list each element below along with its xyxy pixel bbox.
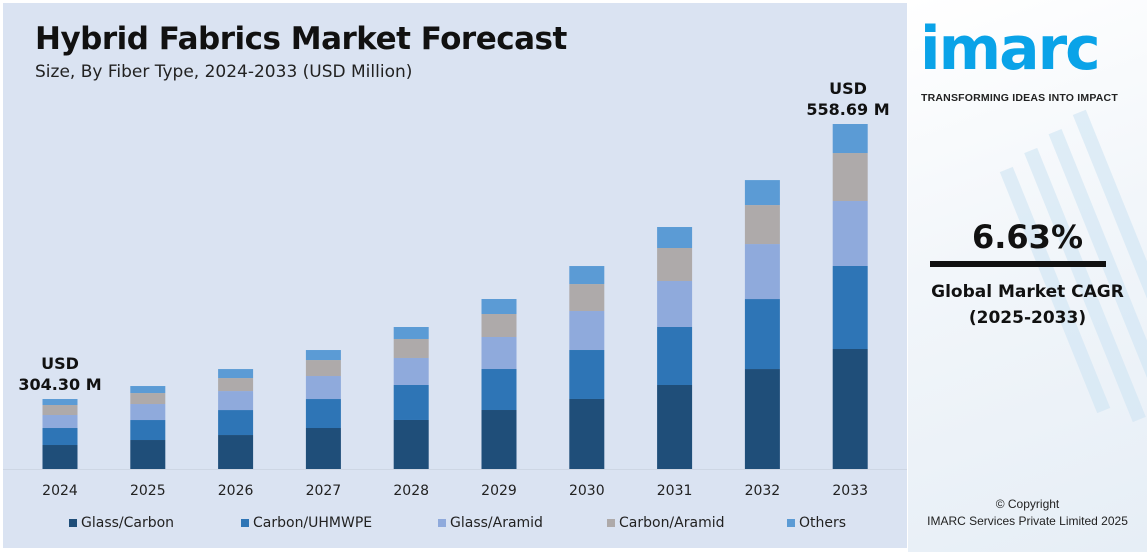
legend-label: Carbon/Aramid (619, 515, 725, 531)
x-tick-label: 2028 (393, 483, 429, 499)
x-tick-label: 2033 (832, 483, 868, 499)
bar-segment-carbon-uhmwpe-2024 (42, 428, 78, 446)
bar-segment-others-2025 (130, 386, 166, 394)
bar-segment-glass-aramid-2032 (744, 244, 780, 300)
bar-segment-others-2031 (657, 227, 693, 248)
bar-segment-carbon-aramid-2031 (657, 247, 693, 281)
bar-segment-others-2033 (832, 124, 868, 154)
sidebar-panel: imarc TRANSFORMING IDEAS INTO IMPACT 6.6… (908, 0, 1147, 552)
bar-segment-carbon-uhmwpe-2026 (218, 410, 254, 436)
divider (930, 261, 1106, 267)
bar-segment-glass-aramid-2031 (657, 280, 693, 327)
legend-item: Glass/Carbon (69, 515, 174, 531)
imarc-logo: imarc (920, 14, 1101, 84)
bar-segment-glass-carbon-2030 (569, 398, 605, 469)
bar-segment-carbon-uhmwpe-2031 (657, 326, 693, 385)
bar-segment-carbon-aramid-2029 (481, 314, 517, 338)
end-value-amount: 558.69 M (806, 100, 890, 119)
bar-segment-carbon-aramid-2033 (832, 153, 868, 202)
x-tick-label: 2032 (745, 483, 781, 499)
bar-segment-carbon-uhmwpe-2027 (305, 399, 341, 429)
bar-segment-carbon-aramid-2026 (218, 378, 254, 392)
x-tick-label: 2030 (569, 483, 605, 499)
bar-segment-glass-carbon-2028 (393, 419, 429, 469)
bar-segment-others-2027 (305, 350, 341, 361)
legend-item: Glass/Aramid (438, 515, 543, 531)
bar-segment-carbon-aramid-2027 (305, 360, 341, 377)
bar-segment-glass-aramid-2030 (569, 311, 605, 351)
stacked-bar-chart: 2024 2025 2026 2027 2028 2029 2030 2031 2032 2033 (3, 124, 907, 499)
copyright-line: © Copyright (995, 497, 1060, 511)
x-tick-label: 2031 (657, 483, 693, 499)
bar-segment-carbon-aramid-2024 (42, 405, 78, 416)
chart-subtitle: Size, By Fiber Type, 2024-2033 (USD Mill… (35, 62, 413, 82)
bar-segment-glass-carbon-2025 (130, 440, 166, 469)
legend-swatch (69, 519, 77, 527)
legend-swatch (438, 519, 446, 527)
bar-segment-carbon-aramid-2025 (130, 393, 166, 405)
legend-swatch (241, 519, 249, 527)
bar-segment-glass-aramid-2029 (481, 337, 517, 370)
bar-segment-carbon-uhmwpe-2030 (569, 350, 605, 399)
bar-segment-carbon-uhmwpe-2029 (481, 369, 517, 411)
cagr-value: 6.63% (971, 218, 1083, 256)
bar-segment-carbon-uhmwpe-2033 (832, 265, 868, 349)
copyright-owner: IMARC Services Private Limited 2025 (927, 514, 1128, 528)
legend-label: Glass/Carbon (81, 515, 175, 531)
end-value-currency: USD (829, 79, 867, 98)
end-value-annotation: USD 558.69 M (803, 78, 893, 120)
start-value-amount: 304.30 M (18, 375, 102, 394)
bar-segment-glass-carbon-2031 (657, 384, 693, 469)
copyright: © Copyright IMARC Services Private Limit… (908, 496, 1147, 530)
chart-title: Hybrid Fabrics Market Forecast (35, 21, 567, 57)
legend-item: Carbon/UHMWPE (241, 515, 372, 531)
bar-segment-others-2024 (42, 399, 78, 406)
bar-segment-glass-carbon-2032 (744, 369, 780, 469)
bar-segment-carbon-uhmwpe-2032 (744, 299, 780, 370)
cagr-label-period: (2025-2033) (968, 308, 1087, 328)
logo-tagline: TRANSFORMING IDEAS INTO IMPACT (921, 92, 1118, 104)
chart-panel: Hybrid Fabrics Market Forecast Size, By … (3, 3, 907, 548)
bar-segment-carbon-uhmwpe-2025 (130, 420, 166, 441)
legend-label: Carbon/UHMWPE (253, 515, 373, 531)
bar-segment-glass-carbon-2024 (42, 445, 78, 469)
bar-segment-glass-aramid-2027 (305, 376, 341, 400)
legend-swatch (607, 519, 615, 527)
cagr-label: Global Market CAGR (2025-2033) (908, 279, 1147, 331)
start-value-annotation: USD 304.30 M (15, 353, 105, 395)
legend: Glass/Carbon Carbon/UHMWPE Glass/Aramid Car… (3, 515, 907, 535)
bar-segment-glass-carbon-2027 (305, 428, 341, 469)
x-tick-label: 2025 (130, 483, 166, 499)
start-value-currency: USD (41, 354, 79, 373)
bar-segment-carbon-aramid-2028 (393, 338, 429, 358)
x-tick-label: 2027 (306, 483, 342, 499)
legend-label: Glass/Aramid (450, 515, 543, 531)
legend-swatch (787, 519, 795, 527)
bar-segment-glass-aramid-2028 (393, 357, 429, 385)
bar-segment-others-2026 (218, 369, 254, 379)
legend-item: Carbon/Aramid (607, 515, 724, 531)
legend-item: Others (787, 515, 846, 531)
bar-segment-carbon-aramid-2030 (569, 284, 605, 312)
bar-segment-carbon-aramid-2032 (744, 205, 780, 245)
bar-segment-glass-carbon-2029 (481, 410, 517, 469)
bar-segment-others-2032 (744, 180, 780, 206)
bar-segment-others-2028 (393, 327, 429, 339)
bar-segment-glass-aramid-2026 (218, 391, 254, 411)
bar-segment-carbon-uhmwpe-2028 (393, 384, 429, 420)
legend-label: Others (799, 515, 847, 531)
bar-segment-glass-aramid-2025 (130, 404, 166, 421)
x-tick-label: 2029 (481, 483, 517, 499)
bar-segment-glass-carbon-2026 (218, 435, 254, 469)
x-tick-label: 2024 (42, 483, 78, 499)
bar-segment-glass-aramid-2024 (42, 415, 78, 429)
x-tick-label: 2026 (218, 483, 254, 499)
bar-segment-others-2029 (481, 299, 517, 315)
cagr-label-title: Global Market CAGR (931, 282, 1124, 302)
bar-segment-glass-aramid-2033 (832, 201, 868, 266)
bar-segment-others-2030 (569, 266, 605, 285)
bar-segment-glass-carbon-2033 (832, 348, 868, 469)
